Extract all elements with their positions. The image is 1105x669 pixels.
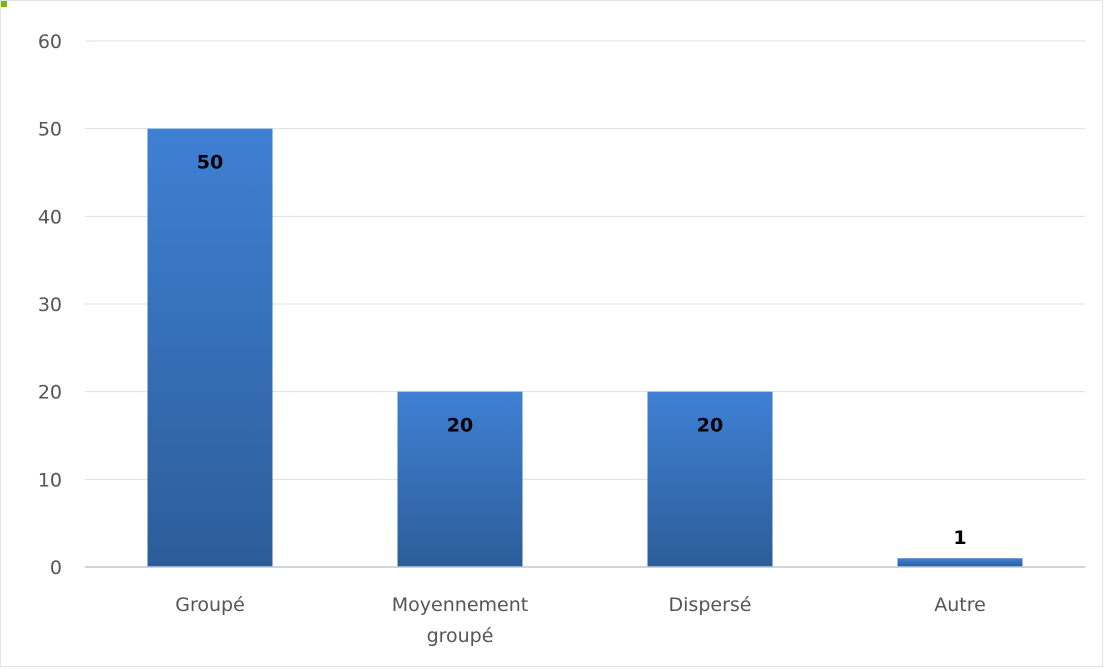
y-tick-label-1: 10 [38,469,62,491]
data-labels: 50 20 20 1 [197,152,967,550]
y-tick-label-2: 20 [38,382,62,404]
y-tick-label-3: 30 [38,294,62,316]
bars [147,128,1023,567]
x-axis-categories: Groupé Moyennement groupé Dispersé Autre [175,594,986,647]
y-tick-label-4: 40 [38,206,62,228]
y-axis-ticks: 0 10 20 30 40 50 60 [38,31,62,579]
category-label-1: Moyennement groupé [392,594,528,647]
bar-2 [647,391,773,567]
category-label-0: Groupé [175,594,245,616]
y-tick-label-6: 60 [38,31,62,53]
bar-3 [897,558,1023,567]
corner-mark [1,1,7,7]
y-tick-label-0: 0 [50,557,62,579]
data-label-0: 50 [197,152,223,174]
bar-0 [147,128,273,567]
category-label-2: Dispersé [669,594,752,616]
data-label-3: 1 [953,527,966,549]
bar-1 [397,391,523,567]
category-label-3: Autre [934,594,986,616]
y-tick-label-5: 50 [38,119,62,141]
data-label-2: 20 [697,415,723,437]
data-label-1: 20 [447,415,473,437]
